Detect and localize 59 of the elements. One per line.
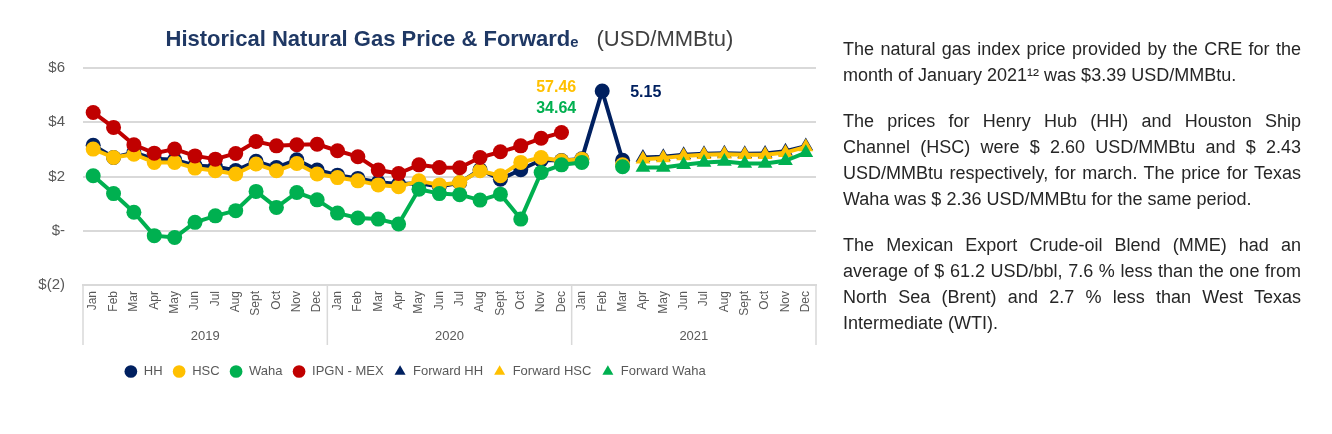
x-tick-label: Oct [268, 290, 283, 310]
x-tick-label: May [655, 291, 670, 314]
x-tick-label: Apr [635, 291, 650, 310]
x-tick-label: Oct [757, 290, 772, 310]
x-tick-label: Jan [574, 291, 589, 311]
x-tick-label: Apr [146, 291, 161, 310]
y-tick-label: $6 [48, 58, 65, 76]
x-tick-label: Nov [533, 291, 548, 313]
y-tick-label: $- [51, 220, 65, 238]
data-label: 5.15 [630, 83, 662, 101]
x-tick-label: Nov [777, 291, 792, 313]
y-tick-label: $2 [48, 166, 65, 184]
x-tick-label: Dec [553, 291, 568, 313]
x-tick-label: Jan [85, 291, 100, 311]
x-tick-label: Aug [716, 291, 731, 313]
x-tick-label: Nov [289, 291, 304, 313]
x-tick-label: May [166, 291, 181, 314]
y-tick-label: $4 [48, 112, 65, 130]
text: The natural gas index price provided by the CRE for the month of January 2021¹² was $3.39 USD/MMBtu. [843, 38, 1301, 87]
x-tick-label: Jan [329, 291, 344, 311]
text: 2021 [679, 327, 709, 343]
chart-title: Historical Natural Gas Price & Forwardₑ [165, 26, 579, 51]
x-tick-label: Jun [187, 291, 202, 311]
x-tick-label: Sept [737, 290, 752, 316]
y-tick-label: $(2) [38, 275, 65, 293]
x-tick-label: Dec [309, 291, 324, 313]
x-tick-label: Dec [798, 291, 813, 313]
legend-label: IPGN - MEX [312, 363, 384, 379]
x-tick-label: Jul [696, 291, 711, 307]
x-tick-label: Jun [675, 291, 690, 311]
x-tick-label: Mar [370, 291, 385, 312]
x-tick-label: Feb [105, 290, 120, 312]
legend-label: Forward HSC [512, 363, 592, 379]
text: The Mexican Export Crude-oil Blend (MME) had an average of $ 61.2 USD/bbl, 7.6 % less than the one from North Sea (Brent) and 2.7 % less than West Texas Intermediate (WTI). [843, 234, 1301, 335]
text: 2019 [190, 327, 220, 343]
legend-label: Waha [249, 363, 284, 379]
x-tick-label: Aug [228, 291, 243, 313]
text: 57.46 [536, 78, 577, 96]
x-tick-label: May [411, 291, 426, 314]
legend-label: Forward Waha [620, 363, 707, 379]
text: 34.64 [536, 99, 577, 117]
x-tick-label: Jul [451, 291, 466, 307]
x-tick-label: Mar [614, 291, 629, 312]
x-tick-label: Feb [350, 290, 365, 312]
chart-subtitle: (USD/MMBtu) [596, 26, 734, 51]
x-tick-label: Oct [513, 290, 528, 310]
text: The prices for Henry Hub (HH) and Houston Ship Channel (HSC) were $ 2.60 USD/MMBtu and $ 2.43 USD/MMBtu respectively, for march. The price for Texas Waha was $ 2.36 USD/MMBtu for the same period. [843, 110, 1301, 211]
x-tick-label: Sept [492, 290, 507, 316]
x-tick-label: Sept [248, 290, 263, 316]
legend-label: HH [143, 363, 163, 379]
x-tick-label: Jun [431, 291, 446, 311]
legend-label: HSC [192, 363, 220, 379]
x-tick-label: Mar [126, 291, 141, 312]
text: 2020 [435, 327, 464, 343]
x-tick-label: Apr [390, 291, 405, 310]
x-tick-label: Aug [472, 291, 487, 313]
legend-label: Forward HH [413, 363, 484, 379]
x-tick-label: Jul [207, 291, 222, 307]
x-tick-label: Feb [594, 290, 609, 312]
